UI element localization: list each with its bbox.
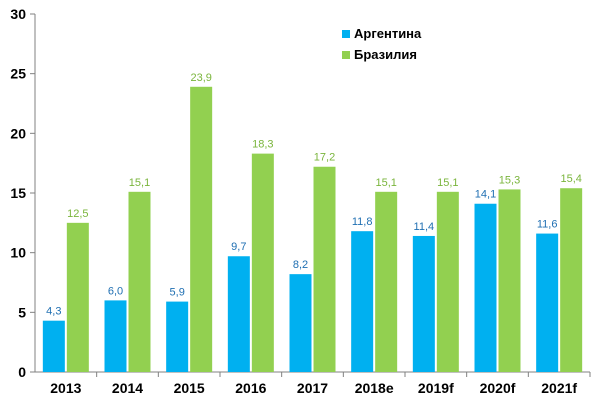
bar-brazil xyxy=(251,153,274,372)
legend-swatch xyxy=(342,30,350,38)
data-label: 5,9 xyxy=(170,287,185,299)
y-axis: 0 5 10 15 20 25 30 xyxy=(10,6,36,380)
data-label: 4,3 xyxy=(46,306,61,318)
data-label: 15,1 xyxy=(129,177,150,189)
data-label: 11,6 xyxy=(537,219,558,231)
bars xyxy=(42,86,583,372)
data-label: 18,3 xyxy=(252,139,273,151)
data-label: 15,1 xyxy=(375,177,396,189)
bar-argentina xyxy=(412,235,435,372)
bar-brazil xyxy=(498,189,521,372)
y-tick-label: 5 xyxy=(18,304,26,320)
bar-argentina xyxy=(227,256,250,372)
x-tick-label: 2014 xyxy=(112,380,143,396)
x-tick-label: 2021f xyxy=(541,380,577,396)
data-label: 8,2 xyxy=(293,259,308,271)
y-tick-label: 20 xyxy=(10,125,26,141)
y-tick-label: 10 xyxy=(10,245,26,261)
bar-brazil xyxy=(190,86,213,372)
bar-brazil xyxy=(128,191,151,372)
data-label: 15,3 xyxy=(499,174,520,186)
data-label: 23,9 xyxy=(190,72,211,84)
bar-argentina xyxy=(351,231,374,372)
y-tick-label: 30 xyxy=(10,6,26,22)
y-tick-label: 15 xyxy=(10,185,26,201)
data-label: 11,4 xyxy=(414,221,435,233)
bar-brazil xyxy=(436,191,459,372)
x-tick-label: 2017 xyxy=(297,380,328,396)
bar-argentina xyxy=(536,233,559,372)
y-tick-label: 25 xyxy=(10,66,26,82)
bar-brazil xyxy=(313,166,336,372)
legend: Аргентина Бразилия xyxy=(342,26,422,62)
bar-argentina xyxy=(166,301,189,372)
x-axis: 2013 2014 2015 2016 2017 2018e 2019f 2020f 2021f xyxy=(35,371,591,396)
legend-swatch xyxy=(342,51,350,59)
data-label: 9,7 xyxy=(231,241,246,253)
x-tick-label: 2018e xyxy=(355,380,394,396)
legend-label: Аргентина xyxy=(354,26,422,41)
x-tick-label: 2020f xyxy=(480,380,516,396)
bar-brazil xyxy=(375,191,398,372)
data-label: 14,1 xyxy=(475,189,496,201)
data-label: 11,8 xyxy=(352,216,373,228)
x-tick-label: 2019f xyxy=(418,380,454,396)
x-tick-label: 2016 xyxy=(235,380,266,396)
x-tick-label: 2015 xyxy=(174,380,205,396)
bar-argentina xyxy=(104,300,127,372)
bar-argentina xyxy=(42,320,65,372)
x-tick-label: 2013 xyxy=(50,380,81,396)
bar-brazil xyxy=(560,188,583,372)
data-labels: 4,3 12,5 6,0 15,1 5,9 23,9 9,7 18,3 8,2 17,2 11,8 1… xyxy=(46,72,582,318)
data-label: 6,0 xyxy=(108,285,123,297)
bar-argentina xyxy=(289,274,312,372)
data-label: 12,5 xyxy=(67,208,88,220)
data-label: 15,1 xyxy=(437,177,458,189)
data-label: 17,2 xyxy=(314,152,335,164)
data-label: 15,4 xyxy=(560,173,581,185)
legend-label: Бразилия xyxy=(354,47,417,62)
bar-brazil xyxy=(66,222,89,372)
y-tick-label: 0 xyxy=(18,364,26,380)
bar-argentina xyxy=(474,203,497,372)
